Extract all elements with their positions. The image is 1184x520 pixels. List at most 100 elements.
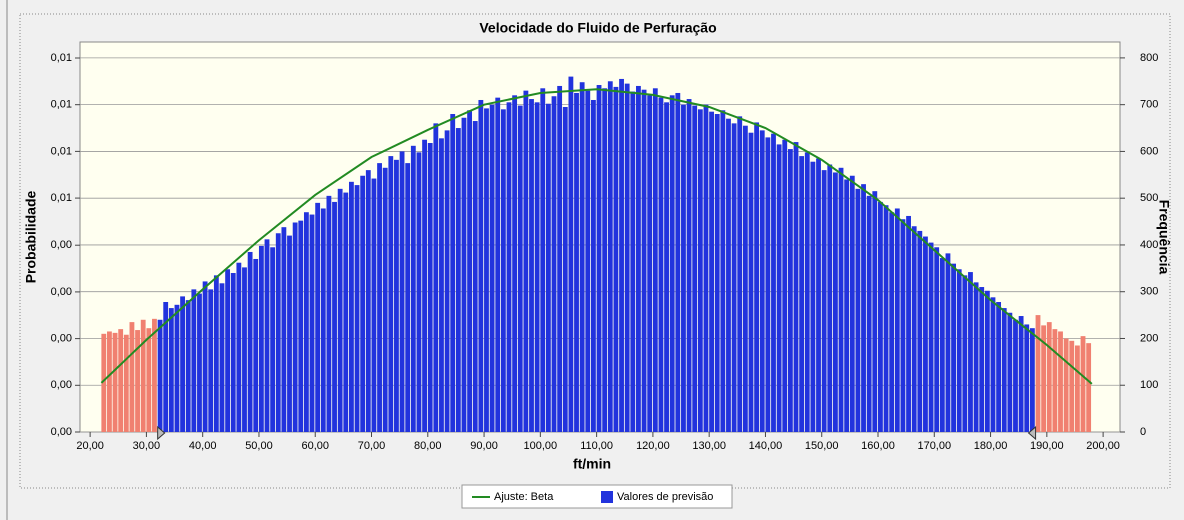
bar xyxy=(630,91,636,432)
x-tick-label: 30,00 xyxy=(133,440,161,452)
bar xyxy=(202,281,208,432)
x-tick-label: 20,00 xyxy=(76,440,104,452)
bar xyxy=(427,143,433,432)
x-tick-label: 70,00 xyxy=(358,440,386,452)
bar xyxy=(230,273,236,432)
bar xyxy=(906,215,911,432)
bar xyxy=(934,247,940,432)
bar xyxy=(883,205,889,432)
y-tick-label: 0,00 xyxy=(51,333,72,345)
y-tick-label: 0,00 xyxy=(51,239,72,251)
bar xyxy=(782,139,788,432)
bar xyxy=(664,102,669,433)
bar xyxy=(478,99,484,433)
bar xyxy=(984,290,990,432)
bar xyxy=(174,304,180,432)
bar xyxy=(703,104,709,433)
y2-tick-label: 400 xyxy=(1140,239,1158,251)
bar xyxy=(439,138,444,432)
bar xyxy=(1074,345,1080,432)
bar xyxy=(726,118,731,433)
bar xyxy=(303,212,309,432)
bar xyxy=(208,289,214,432)
bar xyxy=(101,333,107,432)
bar xyxy=(253,258,259,432)
bar xyxy=(1069,340,1075,432)
x-tick-label: 40,00 xyxy=(189,440,217,452)
bar xyxy=(118,329,124,432)
y-tick-label: 0,00 xyxy=(51,286,72,298)
y2-tick-label: 200 xyxy=(1140,332,1158,344)
bar xyxy=(742,125,748,433)
bar xyxy=(191,289,197,432)
bar xyxy=(568,76,574,433)
bar xyxy=(861,184,866,432)
bar xyxy=(455,128,461,433)
bar xyxy=(951,263,956,432)
bar xyxy=(624,83,630,432)
bar xyxy=(669,95,675,432)
bar xyxy=(619,78,624,432)
bar xyxy=(945,253,951,432)
bar xyxy=(461,117,467,432)
bar xyxy=(523,90,529,433)
bar xyxy=(298,220,304,432)
bar xyxy=(365,170,371,432)
bar xyxy=(838,167,844,432)
legend-label: Valores de previsão xyxy=(617,491,713,503)
bar xyxy=(613,86,619,432)
bar xyxy=(585,90,591,433)
bar xyxy=(1013,319,1018,432)
bar xyxy=(681,104,686,433)
bar xyxy=(793,142,799,432)
bar xyxy=(652,88,658,432)
bar xyxy=(534,102,540,433)
y2-tick-label: 700 xyxy=(1140,99,1158,111)
bar xyxy=(821,170,827,432)
bar xyxy=(410,145,416,433)
bar xyxy=(433,123,439,432)
bar xyxy=(816,158,821,432)
y-tick-label: 0,01 xyxy=(51,52,72,64)
bar xyxy=(349,181,354,432)
y2-tick-label: 0 xyxy=(1140,426,1146,438)
bar xyxy=(360,175,366,432)
bar xyxy=(405,163,411,432)
x-tick-label: 140,00 xyxy=(749,440,783,452)
bar xyxy=(579,82,585,433)
bar xyxy=(658,97,664,432)
y2-tick-label: 800 xyxy=(1140,52,1158,64)
bar xyxy=(422,139,427,432)
y-tick-label: 0,01 xyxy=(51,99,72,111)
y-tick-label: 0,00 xyxy=(51,379,72,391)
bar xyxy=(140,319,146,432)
fit-line xyxy=(100,88,1093,385)
bar xyxy=(799,156,805,433)
bar xyxy=(832,172,838,432)
bar xyxy=(973,282,979,432)
y2-tick-label: 500 xyxy=(1140,192,1158,204)
x-tick-label: 170,00 xyxy=(917,440,951,452)
bar xyxy=(197,293,202,432)
bar xyxy=(866,195,872,432)
y2-tick-label: 300 xyxy=(1140,286,1158,298)
bar xyxy=(326,195,332,432)
bar xyxy=(146,328,152,432)
bar xyxy=(636,85,641,432)
bar xyxy=(247,251,253,432)
bar xyxy=(787,149,793,432)
bar xyxy=(990,297,996,432)
bar xyxy=(320,208,326,432)
x-tick-label: 60,00 xyxy=(301,440,329,452)
bar xyxy=(968,272,973,432)
bar xyxy=(213,275,219,432)
bar xyxy=(495,97,501,432)
bar xyxy=(754,122,760,433)
bar xyxy=(1035,315,1041,432)
y-axis-label: Probabilidade xyxy=(23,191,39,284)
bar xyxy=(450,114,456,432)
bar xyxy=(107,331,112,432)
bar xyxy=(849,175,855,432)
